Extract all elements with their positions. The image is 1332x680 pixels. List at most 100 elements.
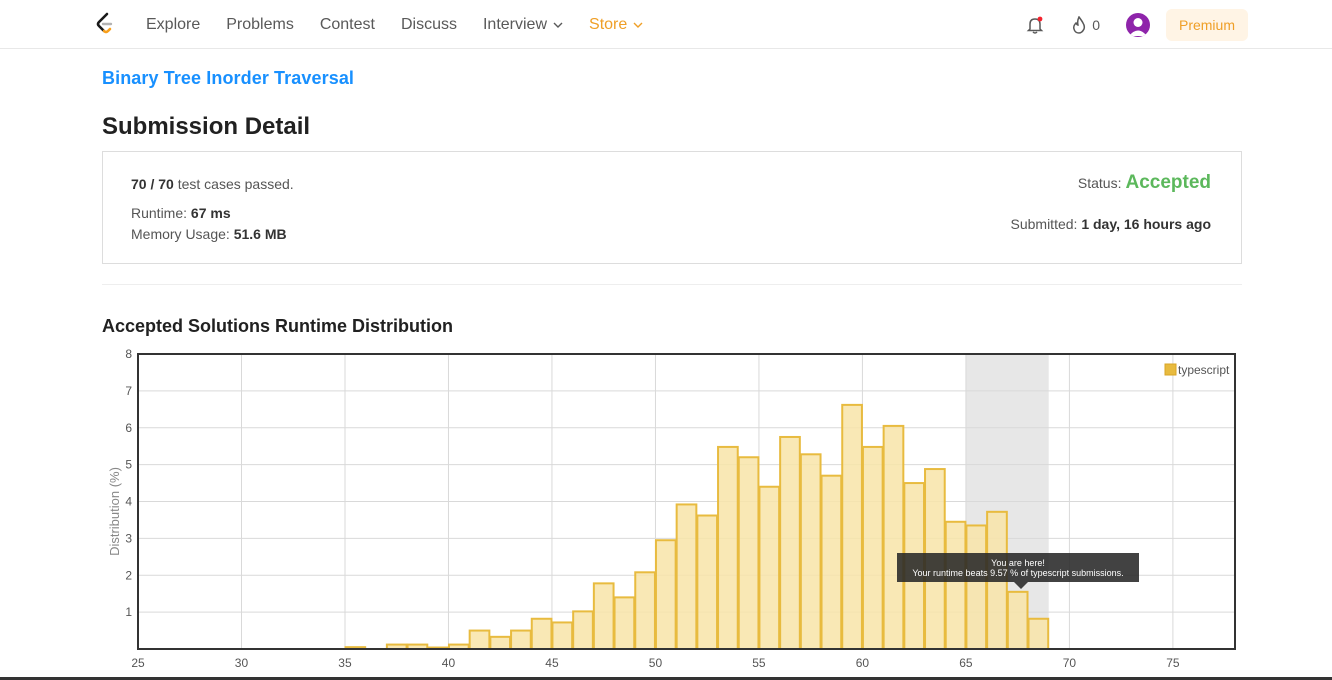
you-are-here-tooltip: You are here! Your runtime beats 9.57 % … xyxy=(897,553,1139,589)
histogram-bar xyxy=(592,582,615,650)
y-tick-label: 2 xyxy=(125,568,132,582)
chevron-down-icon xyxy=(553,22,563,28)
histogram-bar xyxy=(489,635,512,650)
histogram-bar xyxy=(820,474,843,650)
nav-contest-label: Contest xyxy=(319,15,375,33)
user-avatar[interactable] xyxy=(1125,12,1150,37)
notification-bell-button[interactable] xyxy=(1025,15,1045,35)
nav-right: 0 Premium xyxy=(1025,0,1248,49)
bell-icon xyxy=(1026,16,1044,34)
runtime-label: Runtime: xyxy=(131,205,191,221)
histogram-bar xyxy=(758,485,781,650)
top-navbar: Explore Problems Contest Discuss Intervi… xyxy=(0,0,1332,49)
histogram-bar xyxy=(1006,590,1029,650)
submitted-value: 1 day, 16 hours ago xyxy=(1081,216,1211,232)
x-tick-label: 75 xyxy=(1166,656,1180,670)
histogram-bar xyxy=(861,445,884,650)
histogram-bar xyxy=(634,571,656,650)
x-tick-label: 25 xyxy=(131,656,145,670)
chart-svg: 25 30 35 40 45 50 55 60 65 70 7512345678Distributi… xyxy=(107,347,1236,670)
nav-explore[interactable]: Explore xyxy=(146,16,200,34)
submission-detail-panel: 70 / 70 test cases passed. Runtime: 67 m… xyxy=(102,151,1242,264)
nav-explore-label: Explore xyxy=(146,15,201,33)
submitted-time: Submitted: 1 day, 16 hours ago xyxy=(1011,216,1212,232)
histogram-bar xyxy=(799,453,822,650)
user-avatar-icon xyxy=(1128,17,1147,36)
nav-store[interactable]: Store xyxy=(589,16,643,34)
histogram-bar xyxy=(613,596,636,650)
x-tick-label: 60 xyxy=(856,656,870,670)
x-tick-label: 45 xyxy=(545,656,559,670)
bottom-strip xyxy=(0,677,1332,680)
leetcode-logo-icon[interactable] xyxy=(94,12,116,36)
x-tick-label: 65 xyxy=(959,656,973,670)
status-accepted-badge: Accepted xyxy=(1125,172,1211,193)
x-tick-label: 40 xyxy=(442,656,456,670)
y-tick-label: 1 xyxy=(125,605,132,619)
histogram-bar xyxy=(654,539,677,650)
y-axis-label: Distribution (%) xyxy=(107,467,122,556)
histogram-bar xyxy=(841,403,863,651)
status-label: Status: xyxy=(1077,175,1122,191)
legend-swatch xyxy=(1164,363,1177,376)
histogram-bar xyxy=(696,514,719,650)
test-cases-count: 70 / 70 xyxy=(131,176,174,192)
tooltip-arrow xyxy=(1014,582,1028,589)
test-cases-passed: 70 / 70 test cases passed. xyxy=(131,176,294,192)
histogram-bar xyxy=(551,621,574,651)
y-tick-label: 5 xyxy=(125,458,132,472)
histogram-bar xyxy=(675,503,698,650)
nav-problems-label: Problems xyxy=(226,15,294,33)
tooltip-line1: You are here! xyxy=(991,558,1045,568)
streak-count: 0 xyxy=(1092,16,1100,33)
histogram-bar xyxy=(572,610,594,651)
histogram-bar xyxy=(510,629,532,650)
x-tick-label: 70 xyxy=(1063,656,1077,670)
premium-button[interactable]: Premium xyxy=(1165,8,1248,41)
chevron-down-icon xyxy=(633,22,643,28)
nav-interview-label: Interview xyxy=(482,15,548,33)
nav-discuss-label: Discuss xyxy=(400,15,457,33)
histogram-bar xyxy=(717,445,739,650)
nav-contest[interactable]: Contest xyxy=(320,16,375,34)
histogram-bar xyxy=(1027,617,1050,651)
runtime-distribution-chart: 25 30 35 40 45 50 55 60 65 70 75 1 2 3 4 5 6 7 8 Distributi… xyxy=(100,345,1250,680)
histogram-bar xyxy=(965,524,988,650)
nav-discuss[interactable]: Discuss xyxy=(401,16,457,34)
y-tick-label: 3 xyxy=(125,531,132,545)
test-cases-suffix: test cases passed. xyxy=(173,176,294,192)
histogram-bar xyxy=(944,520,967,650)
chart-heading: Accepted Solutions Runtime Distribution xyxy=(102,316,454,336)
runtime-value: 67 ms xyxy=(190,205,231,221)
fire-icon xyxy=(1073,15,1086,34)
x-tick-label: 55 xyxy=(752,656,766,670)
legend-label: typescript xyxy=(1178,363,1230,377)
submission-status: Status: Accepted xyxy=(1078,172,1211,194)
submitted-label: Submitted: xyxy=(1010,216,1082,232)
y-tick-label: 8 xyxy=(125,347,132,361)
runtime: Runtime: 67 ms xyxy=(131,205,231,221)
plot-frame xyxy=(137,353,1236,650)
nav-store-label: Store xyxy=(589,15,628,33)
nav-problems[interactable]: Problems xyxy=(226,16,294,34)
memory-value: 51.6 MB xyxy=(233,226,287,242)
page-title: Submission Detail xyxy=(102,113,311,140)
x-tick-label: 50 xyxy=(649,656,663,670)
nav-links: Explore Problems Contest Discuss Intervi… xyxy=(146,0,669,49)
memory-usage: Memory Usage: 51.6 MB xyxy=(131,226,287,242)
x-tick-label: 30 xyxy=(235,656,249,670)
histogram-bar xyxy=(530,617,553,651)
histogram-bar xyxy=(779,435,801,650)
histogram-bar xyxy=(468,629,491,650)
nav-interview[interactable]: Interview xyxy=(483,16,563,34)
streak-counter[interactable]: 0 xyxy=(1071,15,1100,34)
memory-label: Memory Usage: xyxy=(131,226,234,242)
section-divider xyxy=(102,284,1242,285)
y-tick-label: 6 xyxy=(125,421,132,435)
histogram-bar xyxy=(882,424,905,650)
y-tick-label: 4 xyxy=(125,495,132,509)
tooltip-line2: Your runtime beats 9.57 % of typescript … xyxy=(912,568,1124,578)
problem-title-link[interactable]: Binary Tree Inorder Traversal xyxy=(102,68,355,88)
histogram-bar xyxy=(737,456,760,650)
x-tick-label: 35 xyxy=(338,656,352,670)
